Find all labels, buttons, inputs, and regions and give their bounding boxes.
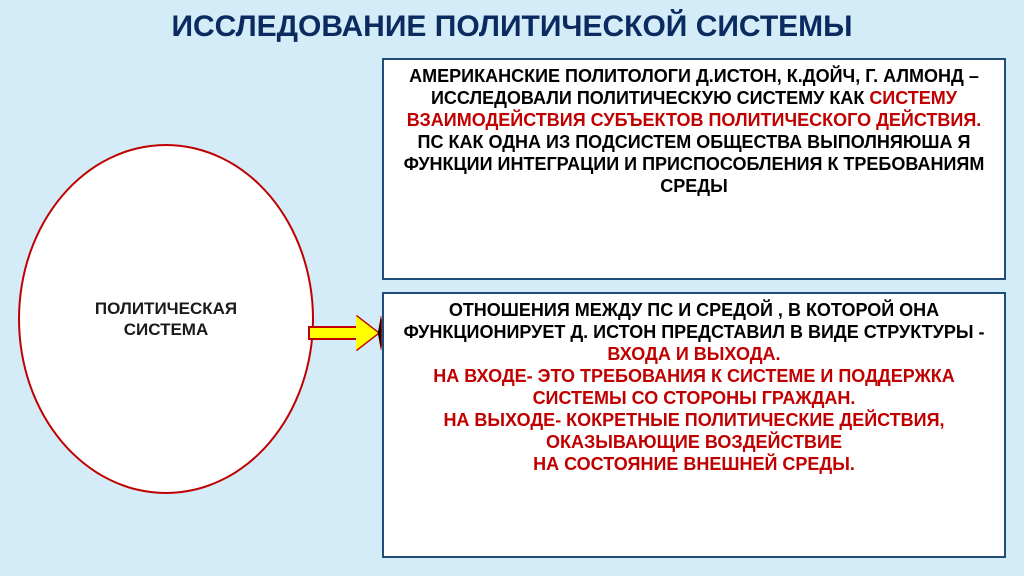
text-segment: ПС КАК ОДНА ИЗ ПОДСИСТЕМ ОБЩЕСТВА ВЫПОЛН…: [404, 132, 985, 196]
arrow-head: [356, 316, 381, 350]
arrow-shaft: [308, 326, 356, 340]
textbox-bottom: ОТНОШЕНИЯ МЕЖДУ ПС И СРЕДОЙ , В КОТОРОЙ …: [382, 292, 1006, 558]
textbox-top: АМЕРИКАНСКИЕ ПОЛИТОЛОГИ Д.ИСТОН, К.ДОЙЧ,…: [382, 58, 1006, 280]
text-segment: НА ВХОДЕ- ЭТО ТРЕБОВАНИЯ К СИСТЕМЕ И ПОД…: [433, 366, 955, 408]
text-segment: ВХОДА И ВЫХОДА.: [607, 344, 780, 364]
slide: ИССЛЕДОВАНИЕ ПОЛИТИЧЕСКОЙ СИСТЕМЫ ПОЛИТИ…: [0, 0, 1024, 576]
system-ellipse: ПОЛИТИЧЕСКАЯ СИСТЕМА: [18, 144, 314, 494]
text-segment: НА СОСТОЯНИЕ ВНЕШНЕЙ СРЕДЫ.: [533, 454, 855, 474]
text-segment: НА ВЫХОДЕ- КОКРЕТНЫЕ ПОЛИТИЧЕСКИЕ ДЕЙСТВ…: [443, 410, 944, 452]
arrow-right-icon: [308, 316, 381, 350]
ellipse-label: ПОЛИТИЧЕСКАЯ СИСТЕМА: [95, 298, 237, 341]
text-segment: ОТНОШЕНИЯ МЕЖДУ ПС И СРЕДОЙ , В КОТОРОЙ …: [404, 300, 985, 342]
ellipse-label-line1: ПОЛИТИЧЕСКАЯ: [95, 298, 237, 319]
ellipse-label-line2: СИСТЕМА: [95, 319, 237, 340]
slide-title: ИССЛЕДОВАНИЕ ПОЛИТИЧЕСКОЙ СИСТЕМЫ: [0, 10, 1024, 44]
